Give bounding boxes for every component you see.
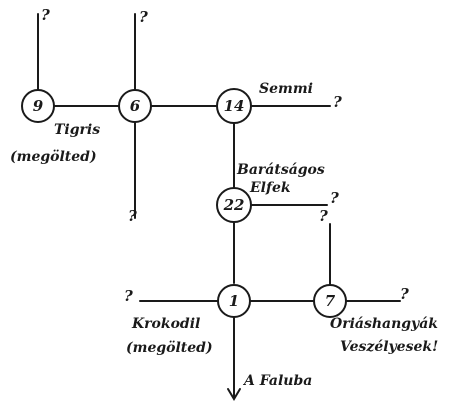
location-labels: Tigris (megölted) Semmi Barátságos Elfek… — [10, 81, 438, 389]
node-22-number: 22 — [223, 196, 245, 214]
node-1-circle — [217, 284, 251, 318]
node-9-number: 9 — [33, 97, 44, 115]
unexplored-marks: ? ? ? ? ? ? ? ? — [41, 6, 409, 305]
node-9-circle — [21, 89, 55, 123]
node-14-number: 14 — [224, 97, 245, 115]
label-baratsagos: Barátságos — [236, 162, 325, 178]
node-14: 14 — [216, 88, 252, 124]
node-1: 1 — [217, 284, 251, 318]
node-6: 6 — [118, 89, 152, 123]
node-14-circle — [216, 88, 252, 124]
node-7-circle — [313, 284, 347, 318]
node-6-circle — [118, 89, 152, 123]
node-7-number: 7 — [325, 292, 336, 310]
label-veszelyesek: Veszélyesek! — [340, 339, 438, 355]
question-mark-7-east: ? — [400, 285, 409, 303]
question-mark-6-north: ? — [139, 8, 148, 26]
label-a-faluba: A Faluba — [242, 373, 312, 389]
question-mark-22-southeast: ? — [319, 207, 328, 225]
node-9: 9 — [21, 89, 55, 123]
node-1-number: 1 — [229, 292, 239, 310]
arrow-head-south — [227, 388, 241, 401]
question-mark-9-north: ? — [41, 6, 50, 24]
question-mark-6-south: ? — [128, 207, 137, 225]
node-22-circle — [216, 187, 252, 223]
label-semmi: Semmi — [259, 81, 313, 97]
label-oriashangyak: Óriáshangyák — [330, 314, 438, 332]
path-lines — [37, 13, 401, 401]
question-mark-1-west: ? — [124, 287, 133, 305]
node-7: 7 — [313, 284, 347, 318]
label-tigris-status: (megölted) — [10, 149, 97, 165]
label-krokodil-status: (megölted) — [126, 340, 213, 356]
node-22: 22 — [216, 187, 252, 223]
node-6-number: 6 — [130, 97, 141, 115]
question-mark-14-east: ? — [333, 93, 342, 111]
label-tigris: Tigris — [54, 122, 100, 138]
question-mark-22-east: ? — [330, 189, 339, 207]
label-elfek: Elfek — [249, 180, 291, 196]
label-krokodil: Krokodil — [131, 316, 200, 332]
